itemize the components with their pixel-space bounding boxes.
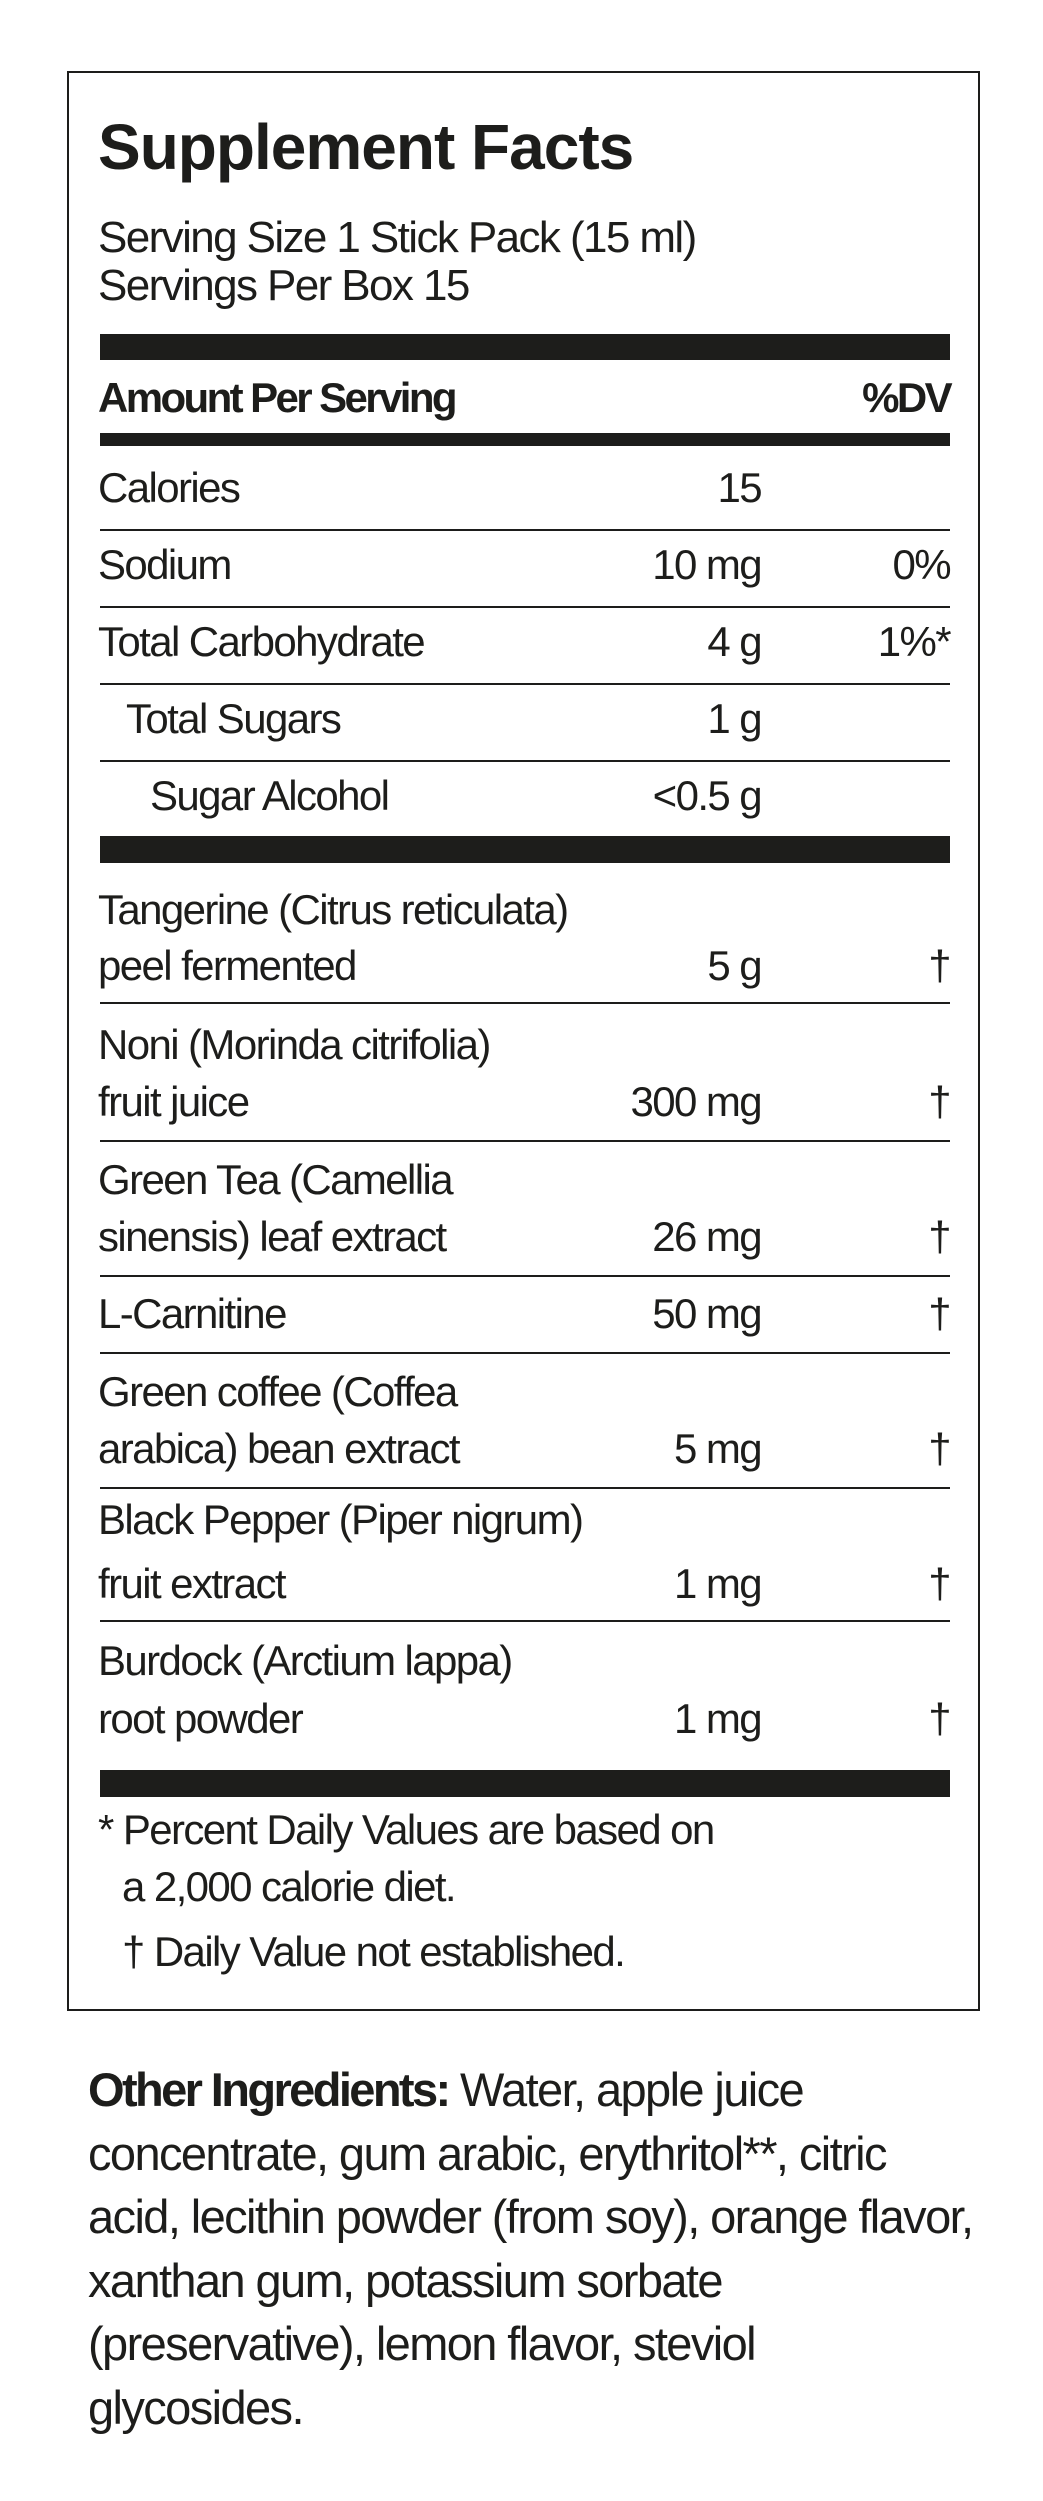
nutrient-amount: <0.5 g <box>652 772 763 819</box>
ingredient-name-line2: sinensis) leaf extract <box>98 1213 447 1260</box>
ingredient-dv: † <box>928 1213 951 1260</box>
other-ingredients: Other Ingredients: Water, apple juice co… <box>88 2058 978 2439</box>
ingredient-amount: 1 mg <box>674 1560 763 1607</box>
serving-size: Serving Size 1 Stick Pack (15 ml) <box>98 213 697 262</box>
ingredient-amount: 1 mg <box>674 1695 763 1742</box>
ingredient-name-line1: Tangerine (Citrus reticulata) <box>98 886 569 933</box>
ingredient-name-line1: Black Pepper (Piper nigrum) <box>98 1496 584 1543</box>
ingredient-dv: † <box>928 1290 951 1337</box>
nutrient-amount: 10 mg <box>652 541 762 588</box>
ingredient-dv: † <box>928 1695 951 1742</box>
thick-divider <box>100 836 950 863</box>
supplement-facts-panel <box>67 71 980 2011</box>
nutrient-amount: 1 g <box>707 695 762 742</box>
thick-divider <box>100 1770 950 1797</box>
ingredient-name-line1: Noni (Morinda citrifolia) <box>98 1021 491 1068</box>
row-divider <box>100 606 950 608</box>
servings-per-box: Servings Per Box 15 <box>98 261 470 310</box>
other-ingredients-text: Water, apple juice concentrate, gum arab… <box>88 2063 974 2434</box>
row-divider <box>100 1620 950 1622</box>
nutrient-amount: 15 <box>717 464 762 511</box>
row-divider <box>100 529 950 531</box>
row-divider <box>100 683 950 685</box>
footnote-percent-dv-cont: a 2,000 calorie diet. <box>122 1863 457 1910</box>
ingredient-dv: † <box>928 1078 951 1125</box>
ingredient-amount: 5 mg <box>674 1425 763 1472</box>
footnote-dagger: † Daily Value not established. <box>122 1928 626 1975</box>
nutrient-amount: 4 g <box>707 618 762 665</box>
ingredient-name-line1: L-Carnitine <box>98 1290 287 1337</box>
nutrient-name: Total Sugars <box>126 695 342 742</box>
ingredient-dv: † <box>928 942 951 989</box>
ingredient-name-line1: Green Tea (Camellia <box>98 1156 454 1203</box>
row-divider <box>100 1487 950 1489</box>
nutrient-dv: 0% <box>892 541 951 588</box>
ingredient-name-line1: Burdock (Arctium lappa) <box>98 1637 513 1684</box>
ingredient-dv: † <box>928 1560 951 1607</box>
amount-per-serving-header: Amount Per Serving <box>98 374 458 421</box>
ingredient-amount: 50 mg <box>652 1290 762 1337</box>
nutrient-name: Calories <box>98 464 241 511</box>
footnote-percent-dv: * Percent Daily Values are based on <box>98 1806 715 1853</box>
nutrient-name: Sodium <box>98 541 232 588</box>
ingredient-dv: † <box>928 1425 951 1472</box>
ingredient-name-line2: root powder <box>98 1695 304 1742</box>
ingredient-name-line2: fruit extract <box>98 1560 287 1607</box>
row-divider <box>100 1002 950 1004</box>
medium-divider <box>100 433 950 446</box>
ingredient-name-line1: Green coffee (Coffea <box>98 1368 458 1415</box>
ingredient-amount: 5 g <box>707 942 762 989</box>
ingredient-name-line2: peel fermented <box>98 942 357 989</box>
row-divider <box>100 1140 950 1142</box>
dv-header: %DV <box>862 374 952 421</box>
ingredient-name-line2: fruit juice <box>98 1078 250 1125</box>
other-ingredients-label: Other Ingredients: <box>88 2063 451 2116</box>
ingredient-name-line2: arabica) bean extract <box>98 1425 461 1472</box>
row-divider <box>100 1275 950 1277</box>
nutrient-name: Total Carbohydrate <box>98 618 426 665</box>
nutrient-dv: 1%* <box>877 618 952 665</box>
row-divider <box>100 1352 950 1354</box>
nutrient-name: Sugar Alcohol <box>150 772 390 819</box>
row-divider <box>100 760 950 762</box>
ingredient-amount: 300 mg <box>630 1078 763 1125</box>
thick-divider <box>100 334 950 360</box>
panel-title: Supplement Facts <box>98 111 634 183</box>
ingredient-amount: 26 mg <box>652 1213 762 1260</box>
